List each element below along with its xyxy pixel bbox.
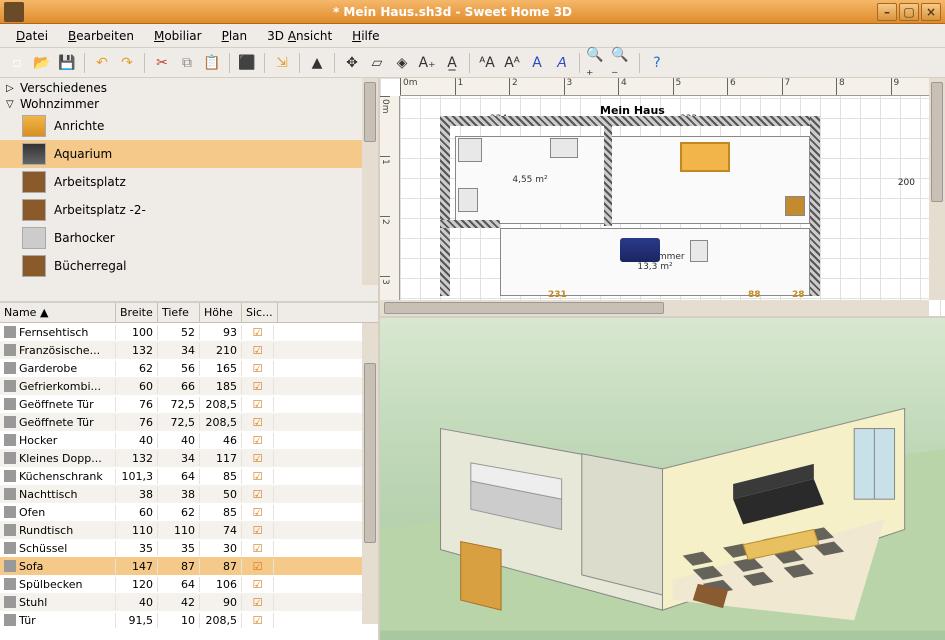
paste-icon[interactable]: 📋 <box>201 52 223 74</box>
catalog-item[interactable]: Anrichte <box>0 112 378 140</box>
catalog-group[interactable]: ▷Verschiedenes <box>0 80 378 96</box>
plan-scrollbar-v[interactable] <box>929 78 945 300</box>
menu-bearbeiten[interactable]: Bearbeiten <box>60 27 142 45</box>
add-furniture-icon[interactable]: ⬛ <box>236 52 258 74</box>
menu-plan[interactable]: Plan <box>214 27 256 45</box>
table-row[interactable]: Schüssel353530☑ <box>0 539 378 557</box>
table-row[interactable]: Kleines Dopp...13234117☑ <box>0 449 378 467</box>
table-row[interactable]: Stuhl404290☑ <box>0 593 378 611</box>
text-size-up-icon[interactable]: Aᴬ <box>501 52 523 74</box>
ruler-vertical: 0m123 <box>380 96 400 316</box>
plan-scrollbar-h[interactable] <box>380 300 929 316</box>
table-row[interactable]: Spülbecken12064106☑ <box>0 575 378 593</box>
column-header[interactable]: Breite <box>116 303 158 322</box>
column-header[interactable]: Tiefe <box>158 303 200 322</box>
furniture-catalog[interactable]: ▷Verschiedenes▽WohnzimmerAnrichteAquariu… <box>0 78 378 303</box>
zoom-in-icon[interactable]: 🔍₊ <box>586 52 608 74</box>
furniture-item[interactable] <box>785 196 805 216</box>
menu-hilfe[interactable]: Hilfe <box>344 27 387 45</box>
table-row[interactable]: Fernsehtisch1005293☑ <box>0 323 378 341</box>
dimension-label: 28 <box>792 290 805 300</box>
text-italic-icon[interactable]: 𝘈 <box>551 52 573 74</box>
catalog-item[interactable]: Aquarium <box>0 140 378 168</box>
menu-mobiliar[interactable]: Mobiliar <box>146 27 210 45</box>
furniture-table[interactable]: Name ▲BreiteTiefeHöheSic... Fernsehtisch… <box>0 303 378 640</box>
furniture-item[interactable] <box>690 240 708 262</box>
menu-3d ansicht[interactable]: 3D Ansicht <box>259 27 340 45</box>
furniture-bed[interactable] <box>680 142 730 172</box>
furniture-item[interactable] <box>458 138 482 162</box>
furniture-sofa[interactable] <box>620 238 660 262</box>
help-icon[interactable]: ? <box>646 52 668 74</box>
dimension-label: 231 <box>548 290 567 300</box>
table-row[interactable]: Nachttisch383850☑ <box>0 485 378 503</box>
wall-icon[interactable]: ▱ <box>366 52 388 74</box>
save-icon[interactable]: 💾 <box>56 52 78 74</box>
table-row[interactable]: Geöffnete Tür7672,5208,5☑ <box>0 395 378 413</box>
ruler-horizontal: 0m123456789 <box>400 78 945 96</box>
new-icon[interactable]: ▫ <box>6 52 28 74</box>
redo-icon[interactable]: ↷ <box>116 52 138 74</box>
catalog-group[interactable]: ▽Wohnzimmer <box>0 96 378 112</box>
table-row[interactable]: Französische...13234210☑ <box>0 341 378 359</box>
dimension-label: 88 <box>748 290 761 300</box>
text-icon[interactable]: A̲ <box>441 52 463 74</box>
zoom-out-icon[interactable]: 🔍₋ <box>611 52 633 74</box>
window-title: * Mein Haus.sh3d - Sweet Home 3D <box>28 5 877 19</box>
table-row[interactable]: Hocker404046☑ <box>0 431 378 449</box>
catalog-item[interactable]: Bücherregal <box>0 252 378 280</box>
toolbar: ▫📂💾 ↶↷ ✂⧉📋 ⬛ ⇲ ▲ ✥▱◈A₊A̲ ᴬAAᴬA𝘈 🔍₊🔍₋? <box>0 48 945 78</box>
minimize-button[interactable]: – <box>877 3 897 21</box>
open-icon[interactable]: 📂 <box>31 52 53 74</box>
catalog-item[interactable]: Arbeitsplatz <box>0 168 378 196</box>
text-bold-icon[interactable]: A <box>526 52 548 74</box>
column-header[interactable]: Name ▲ <box>0 303 116 322</box>
titlebar: * Mein Haus.sh3d - Sweet Home 3D – ▢ × <box>0 0 945 24</box>
menubar: DateiBearbeitenMobiliarPlan3D AnsichtHil… <box>0 24 945 48</box>
table-row[interactable]: Garderobe6256165☑ <box>0 359 378 377</box>
app-icon <box>4 2 24 22</box>
select-icon[interactable]: ▲ <box>306 52 328 74</box>
table-row[interactable]: Sofa1478787☑ <box>0 557 378 575</box>
table-row[interactable]: Geöffnete Tür7672,5208,5☑ <box>0 413 378 431</box>
table-row[interactable]: Gefrierkombi...6066185☑ <box>0 377 378 395</box>
cut-icon[interactable]: ✂ <box>151 52 173 74</box>
import-icon[interactable]: ⇲ <box>271 52 293 74</box>
copy-icon[interactable]: ⧉ <box>176 52 198 74</box>
catalog-item[interactable]: Barhocker <box>0 224 378 252</box>
furniture-item[interactable] <box>458 188 478 212</box>
table-row[interactable]: Ofen606285☑ <box>0 503 378 521</box>
table-scrollbar[interactable] <box>362 323 378 624</box>
column-header[interactable]: Höhe <box>200 303 242 322</box>
room-icon[interactable]: ◈ <box>391 52 413 74</box>
dimension-icon[interactable]: A₊ <box>416 52 438 74</box>
view-3d[interactable] <box>380 318 945 640</box>
pan-icon[interactable]: ✥ <box>341 52 363 74</box>
table-row[interactable]: Rundtisch11011074☑ <box>0 521 378 539</box>
plan-2d-view[interactable]: 0m123456789 0m123 Mein Haus 224 332 200 … <box>380 78 945 318</box>
dimension-label: 200 <box>898 178 915 188</box>
table-row[interactable]: Tür91,510208,5☑ <box>0 611 378 629</box>
close-button[interactable]: × <box>921 3 941 21</box>
menu-datei[interactable]: Datei <box>8 27 56 45</box>
table-row[interactable]: Küchenschrank101,36485☑ <box>0 467 378 485</box>
catalog-scrollbar[interactable] <box>362 78 378 285</box>
maximize-button[interactable]: ▢ <box>899 3 919 21</box>
furniture-item[interactable] <box>550 138 578 158</box>
undo-icon[interactable]: ↶ <box>91 52 113 74</box>
catalog-item[interactable]: Arbeitsplatz -2- <box>0 196 378 224</box>
column-header[interactable]: Sic... <box>242 303 278 322</box>
text-size-down-icon[interactable]: ᴬA <box>476 52 498 74</box>
